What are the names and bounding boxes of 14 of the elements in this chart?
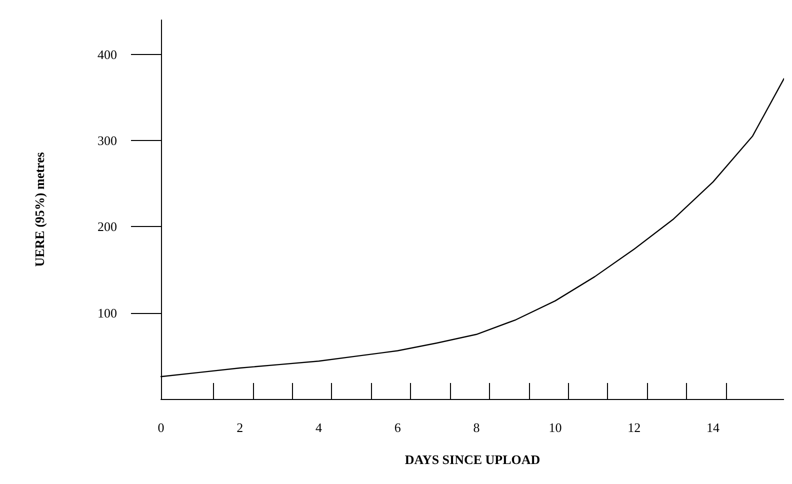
y-tick-label: 200 xyxy=(98,219,117,234)
x-tick-label: 12 xyxy=(628,420,641,435)
x-tick-label: 6 xyxy=(394,420,402,435)
x-tick-label: 8 xyxy=(473,420,480,435)
y-tick-label: 400 xyxy=(98,46,117,62)
y-axis-title: UERE (95%) metres xyxy=(32,152,47,267)
y-tick-label: 300 xyxy=(98,133,117,148)
x-tick-label: 0 xyxy=(158,420,164,435)
x-tick-label: 10 xyxy=(548,420,562,435)
y-tick-label: 100 xyxy=(98,305,117,320)
x-tick-label: 2 xyxy=(236,420,244,435)
x-tick-label: 14 xyxy=(706,420,720,435)
x-tick-label: 4 xyxy=(315,420,322,435)
x-axis-title: DAYS SINCE UPLOAD xyxy=(404,452,540,467)
